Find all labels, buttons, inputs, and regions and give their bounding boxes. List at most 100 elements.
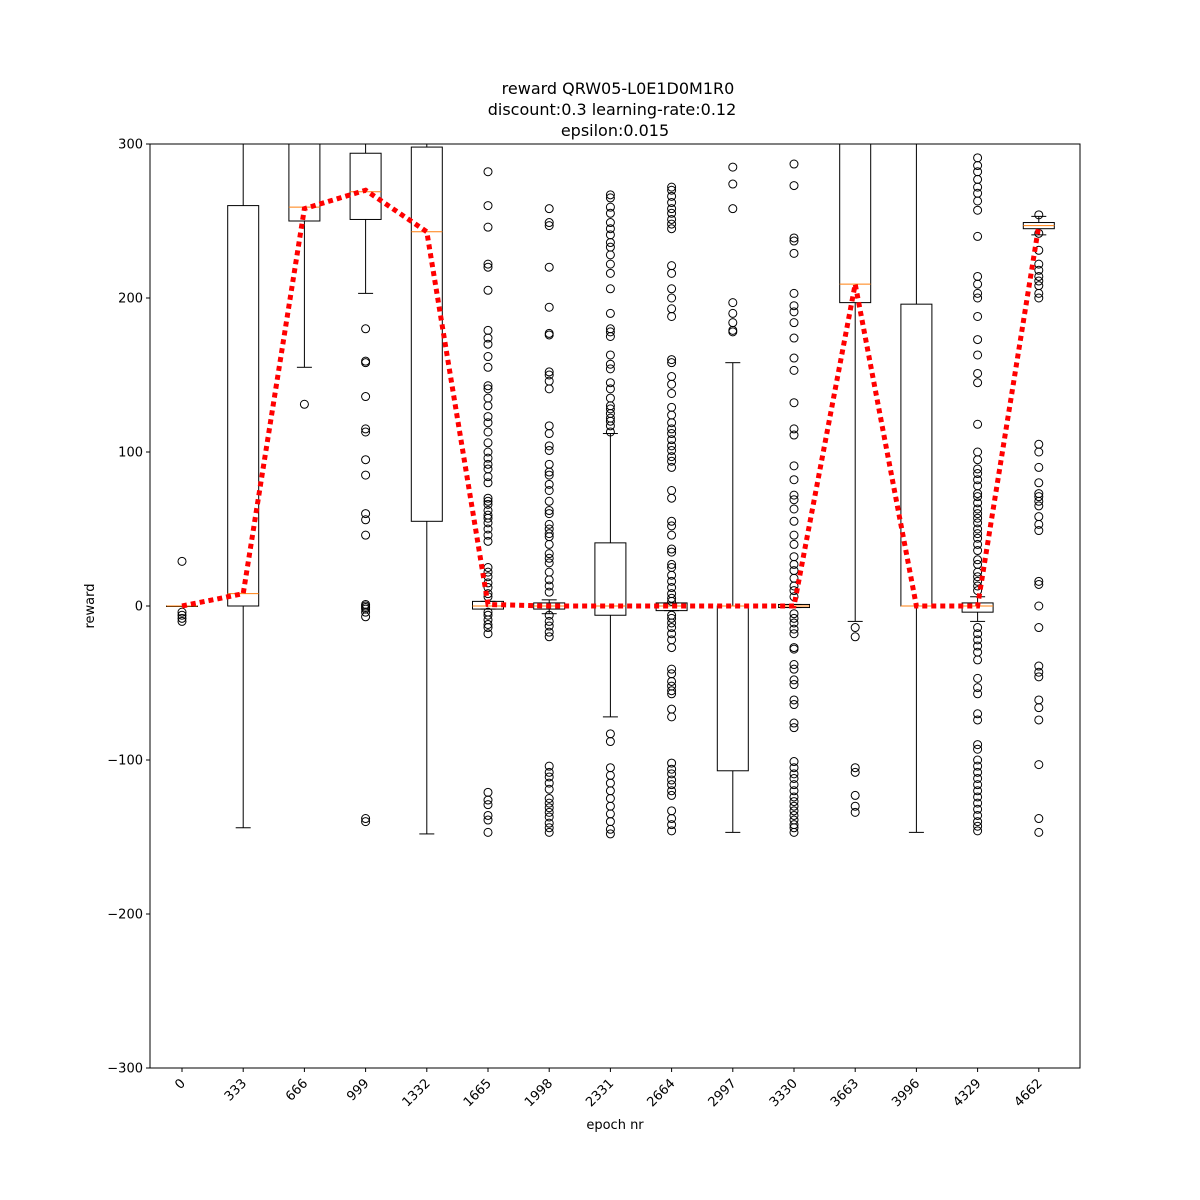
outlier-point (177, 616, 187, 626)
outlier-point (544, 803, 554, 813)
outlier-point (789, 288, 799, 298)
outlier-point (667, 613, 677, 623)
outlier-point (667, 769, 677, 779)
outlier-point (605, 421, 615, 431)
outlier-point (667, 521, 677, 531)
outlier-point (789, 461, 799, 471)
outlier-point (605, 242, 615, 252)
outlier-point (789, 644, 799, 654)
outlier-point (483, 418, 493, 428)
outlier-point (483, 384, 493, 394)
outlier-point (1034, 293, 1044, 303)
box (288, 144, 321, 222)
outlier-point (973, 205, 983, 215)
outlier-point (973, 481, 983, 491)
outlier-point (544, 470, 554, 480)
box (839, 144, 872, 304)
outlier-point (1034, 210, 1044, 220)
outlier-point (1034, 760, 1044, 770)
outlier-point (973, 623, 983, 633)
outlier-point (544, 221, 554, 231)
outlier-point (667, 686, 677, 696)
outlier-point (667, 786, 677, 796)
outlier-point (667, 388, 677, 398)
outlier-point (361, 470, 371, 480)
outlier-point (544, 827, 554, 837)
outlier-point (544, 778, 554, 788)
outlier-point (973, 555, 983, 565)
outlier-point (973, 161, 983, 171)
outlier-point (789, 797, 799, 807)
outlier-point (789, 530, 799, 540)
outlier-point (299, 399, 309, 409)
outlier-point (1034, 496, 1044, 506)
outlier-point (544, 302, 554, 312)
outlier-point (361, 427, 371, 437)
outlier-point (789, 806, 799, 816)
outlier-point (483, 472, 493, 482)
outlier-point (973, 455, 983, 465)
outlier-point (605, 809, 615, 819)
outlier-point (973, 524, 983, 534)
outlier-point (973, 810, 983, 820)
outlier-point (605, 384, 615, 394)
outlier-point (973, 475, 983, 485)
outlier-point (544, 558, 554, 568)
outlier-point (667, 185, 677, 195)
outlier-point (544, 761, 554, 771)
outlier-point (973, 539, 983, 549)
outlier-point (1034, 672, 1044, 682)
x-axis: 0 333 666 999 1332 1665 1998 2331 2664 2997 3330 36… (172, 1068, 1046, 1110)
outlier-point (973, 335, 983, 345)
x-tick-label: 1665 (461, 1076, 495, 1110)
outlier-point (605, 801, 615, 811)
outlier-point (667, 758, 677, 768)
outlier-point (667, 775, 677, 785)
outlier-point (544, 794, 554, 803)
outlier-point (605, 268, 615, 278)
outlier-point (483, 536, 493, 546)
outlier-point (667, 224, 677, 234)
outlier-point (667, 516, 677, 526)
outlier-point (667, 623, 677, 633)
outlier-point (544, 204, 554, 214)
outlier-point (667, 493, 677, 503)
outlier-point (483, 563, 493, 572)
outlier-point (544, 610, 554, 620)
outlier-point (667, 358, 677, 368)
outlier-point (973, 761, 983, 771)
outlier-point (483, 623, 493, 633)
outlier-point (544, 509, 554, 519)
outlier-point (1034, 447, 1044, 457)
outlier-point (605, 250, 615, 260)
outlier-point (483, 167, 493, 177)
outlier-point (973, 231, 983, 241)
x-tick-label: 4662 (1012, 1076, 1046, 1110)
outlier-point (1034, 276, 1044, 286)
outlier-point (789, 618, 799, 628)
outlier-point (544, 376, 554, 386)
outlier-point (544, 529, 554, 539)
outlier-point (789, 823, 799, 833)
outlier-point (667, 191, 677, 201)
outlier-point (544, 486, 554, 495)
outlier-point (667, 576, 677, 586)
outlier-point (850, 790, 860, 800)
outlier-point (544, 627, 554, 637)
outlier-point (544, 812, 554, 822)
outlier-point (973, 419, 983, 429)
x-tick-label: 3663 (828, 1076, 862, 1110)
outlier-point (973, 767, 983, 777)
outlier-point (667, 410, 677, 420)
outlier-point (973, 655, 983, 665)
outlier-point (361, 424, 371, 434)
outlier-point (789, 786, 799, 796)
chart-title-line-2: discount:0.3 learning-rate:0.12 (488, 100, 737, 119)
outlier-point (973, 279, 983, 289)
outlier-point (605, 218, 615, 228)
outlier-point (544, 367, 554, 377)
outlier-point (1034, 703, 1044, 713)
outlier-point (483, 530, 493, 540)
outlier-point (544, 496, 554, 506)
outlier-point (728, 308, 738, 318)
